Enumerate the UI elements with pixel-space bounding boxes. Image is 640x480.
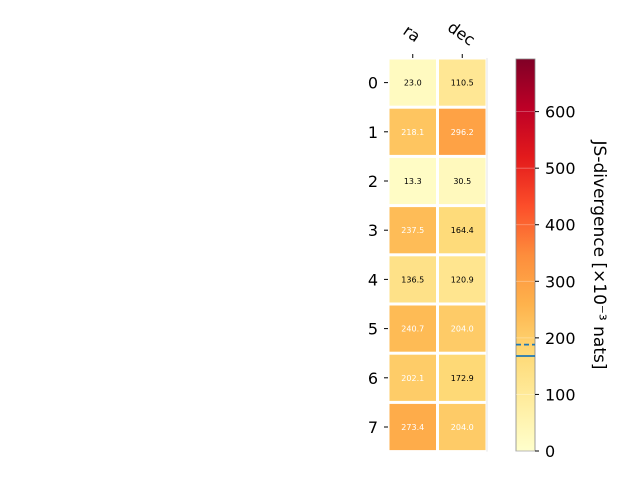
column-label-dec: dec xyxy=(444,17,478,49)
cell-value-label: 218.1 xyxy=(401,128,424,137)
row-label-2: 2 xyxy=(368,172,378,191)
colorbar-tick-label: 400 xyxy=(545,216,576,235)
colorbar-tick-label: 600 xyxy=(545,103,576,122)
row-label-6: 6 xyxy=(368,369,378,388)
row-label-5: 5 xyxy=(368,320,378,339)
heatmap-cell-6-dec xyxy=(439,354,486,401)
row-label-7: 7 xyxy=(368,418,378,437)
cell-value-label: 110.5 xyxy=(451,79,474,88)
heatmap-cell-0-ra xyxy=(389,59,436,106)
colorbar-label: JS-divergence [×10⁻³ nats] xyxy=(589,140,609,370)
heatmap-cell-6-ra xyxy=(389,354,436,401)
colorbar-gradient xyxy=(515,58,536,452)
colorbar: 0 100 200 300 400 500 600 xyxy=(515,58,576,461)
row-label-4: 4 xyxy=(368,270,378,289)
heatmap-cell-3-dec xyxy=(439,207,486,254)
cell-value-label: 240.7 xyxy=(401,325,424,334)
colorbar-tick-label: 500 xyxy=(545,159,576,178)
heatmap-cell-5-dec xyxy=(439,305,486,352)
heatmap-cell-7-dec xyxy=(439,403,486,451)
cell-value-label: 164.4 xyxy=(451,226,474,235)
heatmap-cell-3-ra xyxy=(389,207,436,254)
cell-value-label: 204.0 xyxy=(451,423,474,432)
cell-value-label: 172.9 xyxy=(451,374,474,383)
colorbar-tick-label: 200 xyxy=(545,329,576,348)
cell-value-label: 204.0 xyxy=(451,325,474,334)
heatmap-cell-1-dec xyxy=(439,108,486,155)
heatmap-cell-2-dec xyxy=(439,157,486,205)
cell-value-label: 120.9 xyxy=(451,275,474,284)
heatmap-cell-2-ra xyxy=(389,157,436,205)
heatmap-cell-7-ra xyxy=(389,403,436,451)
colorbar-tick-label: 0 xyxy=(545,442,555,461)
row-label-1: 1 xyxy=(368,123,378,142)
heatmap-cell-5-ra xyxy=(389,305,436,352)
cell-value-label: 202.1 xyxy=(401,374,424,383)
cell-value-label: 23.0 xyxy=(404,79,422,88)
row-label-0: 0 xyxy=(368,74,378,93)
colorbar-tick-label: 300 xyxy=(545,272,576,291)
cell-value-label: 273.4 xyxy=(401,423,424,432)
cell-value-label: 296.2 xyxy=(451,128,474,137)
colorbar-tick-label: 100 xyxy=(545,385,576,404)
column-labels: ra dec xyxy=(400,17,479,58)
heatmap-cell-0-dec xyxy=(439,59,486,106)
cell-value-label: 13.3 xyxy=(404,177,422,186)
heatmap-cell-4-ra xyxy=(389,256,436,303)
cell-value-label: 136.5 xyxy=(401,275,424,284)
row-label-3: 3 xyxy=(368,221,378,240)
heatmap-cell-4-dec xyxy=(439,256,486,303)
heatmap-cell-1-ra xyxy=(389,108,436,155)
cell-value-label: 30.5 xyxy=(453,177,471,186)
row-labels: 0 1 2 3 4 5 6 7 xyxy=(368,74,388,437)
column-label-ra: ra xyxy=(400,21,424,46)
cell-value-label: 237.5 xyxy=(401,226,424,235)
heatmap-cells: 23.0 110.5 218.1 296.2 13.3 30.5 237.5 164.4 136… xyxy=(389,58,488,452)
